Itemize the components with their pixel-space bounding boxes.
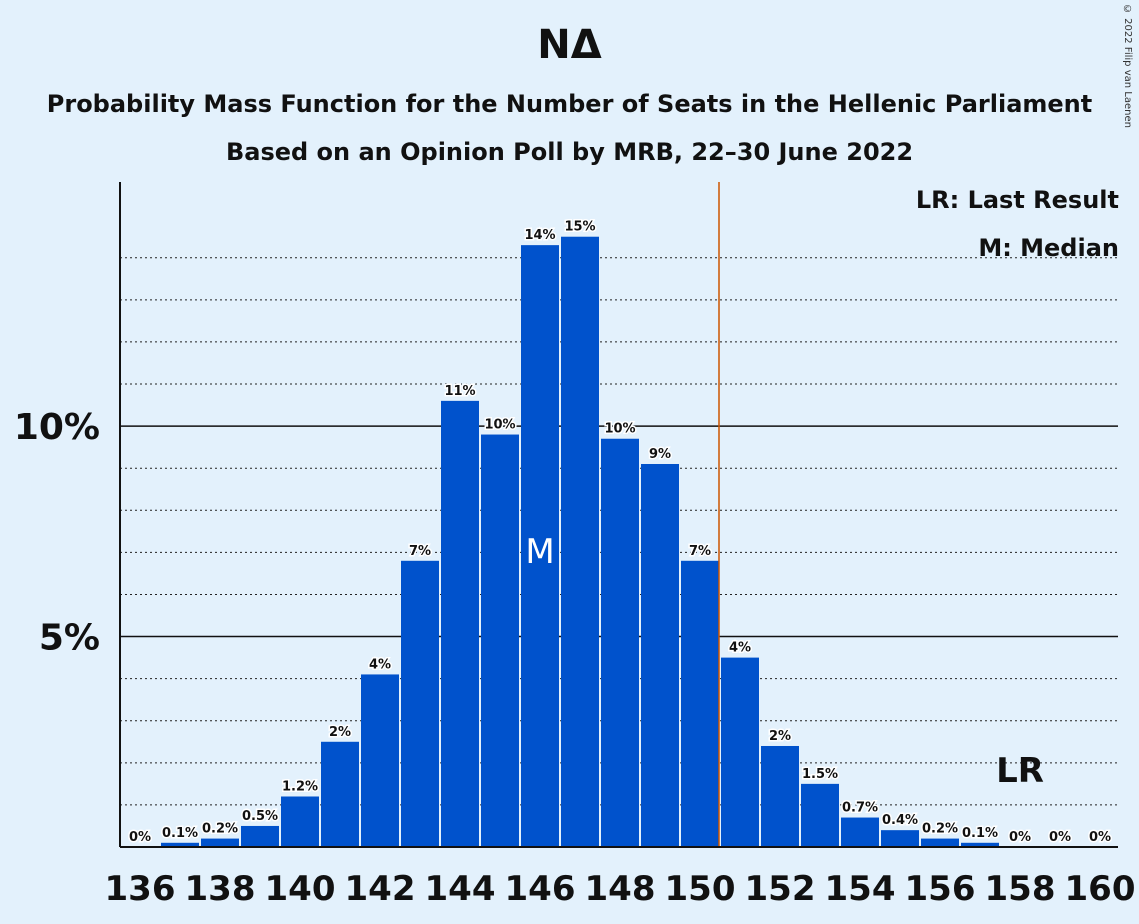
x-tick-label: 138: [185, 869, 256, 909]
bar: [481, 434, 519, 847]
bar-value-label: 0%: [1049, 830, 1071, 845]
bar-value-label: 15%: [564, 220, 595, 235]
bar-value-label: 0.4%: [882, 813, 918, 828]
bar: [521, 245, 559, 847]
bar: [681, 560, 719, 847]
bar: [361, 674, 399, 847]
bar-value-label: 0%: [1089, 830, 1111, 845]
bar-value-label: 0.2%: [922, 822, 958, 837]
bar-value-label: 0.2%: [202, 822, 238, 837]
bar: [321, 741, 359, 847]
x-tick-label: 152: [745, 869, 816, 909]
bar-value-label: 1.2%: [282, 779, 318, 794]
bar-value-label: 0.1%: [162, 826, 198, 841]
bar-value-label: 4%: [729, 641, 751, 656]
bar-value-label: 9%: [649, 447, 671, 462]
x-tick-label: 140: [265, 869, 336, 909]
chart-subtitle: Probability Mass Function for the Number…: [46, 90, 1093, 118]
bar: [441, 400, 479, 847]
bar-value-label: 2%: [329, 725, 351, 740]
bar: [161, 842, 199, 847]
bar-value-label: 2%: [769, 729, 791, 744]
bar: [921, 838, 959, 847]
bar: [241, 825, 279, 847]
bar: [601, 438, 639, 847]
x-tick-label: 148: [585, 869, 656, 909]
bar: [841, 817, 879, 847]
bar-value-label: 4%: [369, 657, 391, 672]
bar-value-label: 0.7%: [842, 801, 878, 816]
bar-value-label: 0.5%: [242, 809, 278, 824]
bar: [961, 842, 999, 847]
bar: [561, 236, 599, 847]
bar: [881, 830, 919, 847]
x-tick-label: 158: [985, 869, 1056, 909]
y-tick-label: 5%: [39, 618, 100, 659]
bar-value-label: 1.5%: [802, 767, 838, 782]
bar: [401, 560, 439, 847]
x-tick-label: 154: [825, 869, 896, 909]
copyright-note: © 2022 Filip van Laenen: [1122, 4, 1133, 128]
median-marker: M: [525, 532, 554, 572]
bar-value-label: 10%: [604, 422, 635, 437]
chart-title: ΝΔ: [537, 22, 602, 68]
bar: [801, 783, 839, 847]
bar: [761, 745, 799, 847]
bar-value-label: 7%: [409, 544, 431, 559]
x-tick-label: 142: [345, 869, 416, 909]
last-result-marker: LR: [996, 751, 1044, 791]
bar: [201, 838, 239, 847]
x-tick-label: 156: [905, 869, 976, 909]
x-tick-label: 150: [665, 869, 736, 909]
bar-value-label: 0%: [1009, 830, 1031, 845]
bar: [281, 796, 319, 847]
x-tick-label: 146: [505, 869, 576, 909]
bar-value-label: 7%: [689, 544, 711, 559]
y-tick-label: 10%: [14, 407, 100, 448]
bar: [721, 657, 759, 847]
bar-value-label: 11%: [444, 384, 475, 399]
x-tick-label: 136: [105, 869, 176, 909]
x-tick-label: 160: [1065, 869, 1136, 909]
legend-median: M: Median: [978, 234, 1119, 262]
bar: [641, 463, 679, 847]
bar-value-label: 14%: [524, 228, 555, 243]
legend-last-result: LR: Last Result: [915, 186, 1119, 214]
bar-value-label: 10%: [484, 418, 515, 433]
chart-subtitle-2: Based on an Opinion Poll by MRB, 22–30 J…: [225, 138, 914, 166]
x-tick-label: 144: [425, 869, 496, 909]
bar-value-label: 0.1%: [962, 826, 998, 841]
bar-value-label: 0%: [129, 830, 151, 845]
